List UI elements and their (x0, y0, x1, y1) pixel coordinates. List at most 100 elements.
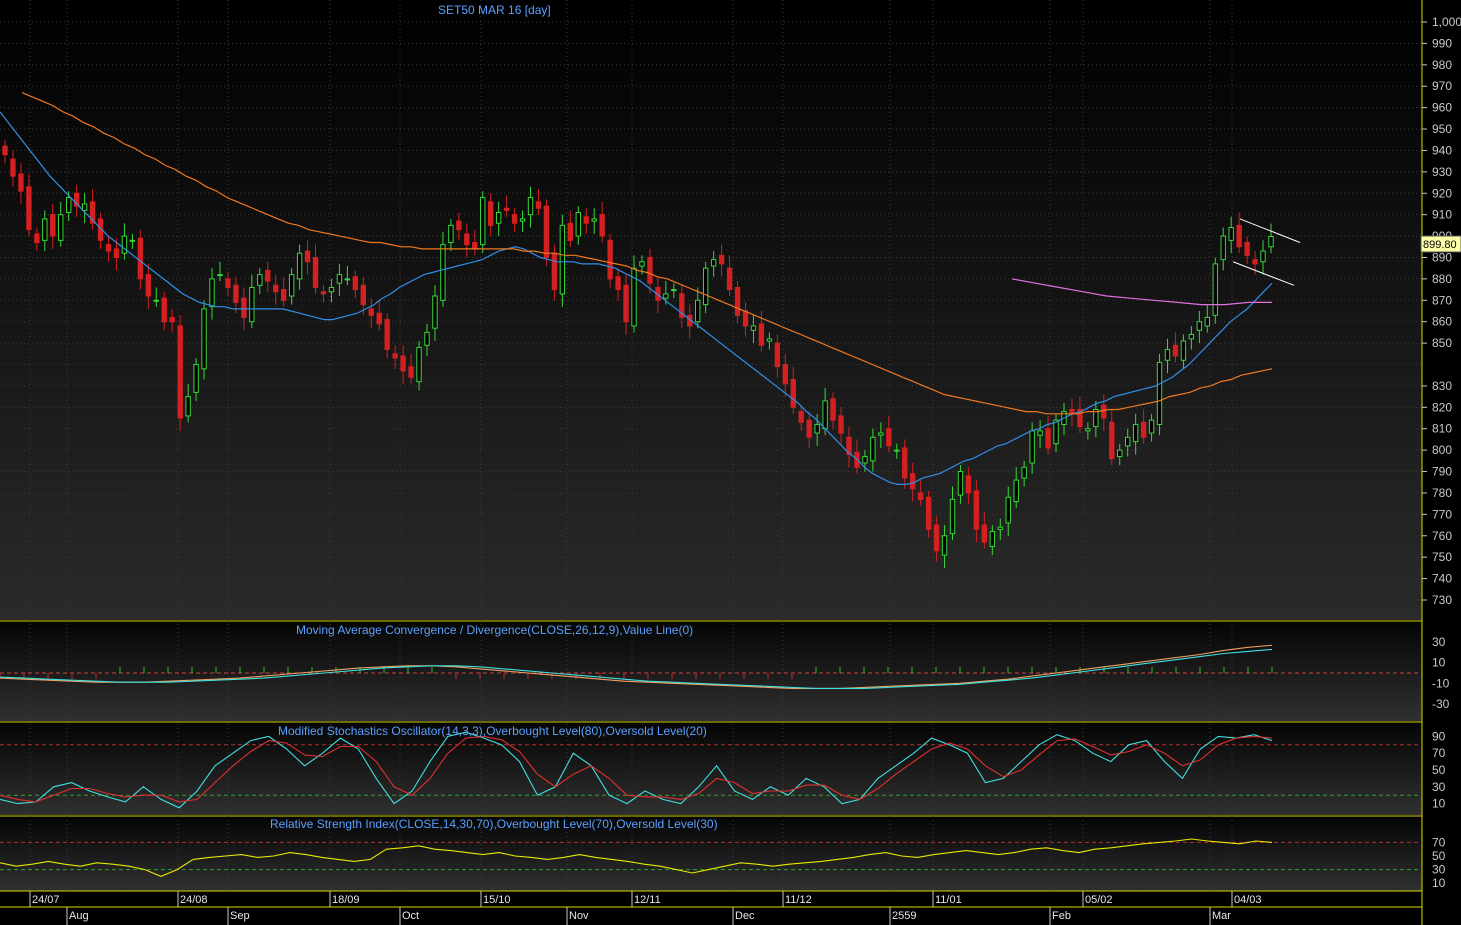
rsi-chart (0, 838, 1422, 877)
candle (511, 208, 518, 232)
candle (973, 480, 980, 543)
candle (26, 173, 32, 237)
candle-body (766, 338, 773, 342)
candle (1156, 353, 1163, 436)
x-date-label: 24/07 (32, 894, 60, 906)
candle-body (193, 364, 199, 393)
macd-panel (0, 622, 1422, 721)
candle (949, 486, 956, 541)
candle-body (503, 207, 510, 211)
candle (408, 353, 414, 384)
candle (726, 255, 733, 297)
candle (1093, 400, 1099, 438)
candle-body (631, 267, 637, 327)
candle (925, 490, 932, 538)
candle-body (217, 274, 223, 277)
price-chart (0, 92, 1301, 568)
candle (480, 191, 486, 254)
candle (265, 261, 271, 292)
candle (671, 283, 677, 299)
candle-body (846, 436, 852, 455)
candle (432, 285, 438, 341)
candle-body (989, 530, 996, 547)
candle-body (1029, 430, 1035, 464)
x-axis: 24/07 24/08 18/09 15/10 12/11 11/12 11/01 05/02… (29, 891, 1262, 925)
candle-body (416, 346, 422, 383)
x-month-label: Feb (1052, 910, 1071, 922)
candle (647, 248, 653, 294)
candle-body (1156, 361, 1163, 425)
candle-body (18, 173, 24, 192)
candle-body (233, 284, 239, 303)
x-date-label: 04/03 (1234, 894, 1262, 906)
candle (384, 313, 390, 359)
candle-body (742, 310, 749, 327)
candle (1236, 212, 1242, 254)
candle (750, 315, 757, 344)
candle-body (257, 274, 263, 286)
y-tick-label: 910 (1432, 208, 1452, 222)
candle-body (1228, 227, 1234, 241)
candle (1172, 332, 1179, 363)
candle (10, 150, 16, 187)
candle (1244, 236, 1250, 264)
candle-body (599, 214, 605, 237)
candle (1140, 409, 1147, 444)
candle (288, 268, 295, 305)
candle-body (1085, 428, 1091, 432)
candle-body (679, 293, 685, 318)
candle-body (480, 197, 486, 246)
candle-body (440, 244, 446, 301)
candle (989, 525, 996, 556)
panel-borders (0, 0, 1423, 925)
candle-body (456, 220, 462, 231)
candle-body (1196, 321, 1203, 331)
candle-body (551, 252, 558, 291)
candle (145, 263, 152, 309)
candle (718, 244, 725, 277)
candle (50, 203, 56, 249)
candle-body (273, 284, 279, 293)
x-month-label: 2559 (892, 910, 916, 922)
candle (917, 480, 924, 506)
candle-body (73, 192, 80, 207)
y-tick-label: 860 (1432, 315, 1452, 329)
candle (34, 227, 40, 252)
candle-body (320, 291, 327, 295)
y-tick-label: 740 (1432, 572, 1452, 586)
candle (456, 212, 462, 241)
x-month-label: Aug (69, 910, 89, 922)
candle (488, 193, 494, 237)
candle (1124, 428, 1131, 457)
y-tick-label: 800 (1432, 443, 1452, 457)
candle-body (965, 475, 972, 494)
candle (1132, 413, 1139, 455)
candle-body (1140, 421, 1147, 438)
candle (710, 251, 717, 277)
candle-body (1164, 349, 1171, 361)
y-tick-label: 820 (1432, 400, 1452, 414)
candle-body (949, 498, 956, 535)
candle (806, 411, 812, 449)
candle-body (1053, 419, 1059, 445)
candle-body (607, 239, 613, 280)
candle-body (336, 274, 343, 284)
candle (591, 208, 597, 234)
candle-body (758, 323, 765, 346)
y-tick-label: 30 (1432, 780, 1446, 794)
candle (312, 244, 319, 294)
candle-body (647, 256, 653, 284)
y-tick-label: 830 (1432, 379, 1452, 393)
candle-body (862, 456, 868, 464)
candle-body (1013, 479, 1019, 503)
candle-body (1045, 428, 1051, 449)
candle (73, 184, 80, 217)
x-date-label: 15/10 (483, 894, 511, 906)
candle (902, 439, 908, 489)
candle-body (718, 254, 725, 265)
candle (798, 405, 804, 431)
candle-body (400, 355, 406, 372)
candle (2, 139, 8, 164)
candle (177, 315, 183, 431)
candle-body (774, 342, 781, 368)
